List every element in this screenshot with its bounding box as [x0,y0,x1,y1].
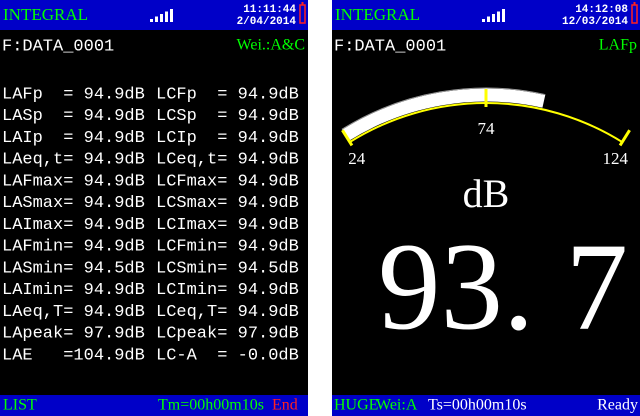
signal-bar [487,17,490,23]
gauge-tick-label: 74 [478,119,496,138]
signal-bar [482,19,485,22]
screenshot: INTEGRAL 11:11:442/04/2014 F:DATA_0001 Wei.… [0,0,640,416]
battery-cap [634,2,636,5]
time: 11:11:44 [243,4,296,16]
table-cell: LCpeak= 97.9dB [156,325,299,344]
signal-bar [492,14,495,22]
weighting: Wei.:A&C [237,37,305,54]
footer-timer: Ts=00h00m10s [428,397,527,414]
table-cell: LCImin= 94.9dB [156,281,299,300]
file-name: F:DATA_0001 [334,37,446,56]
table-cell: LASmin= 94.5dB [2,259,145,278]
mode: INTEGRAL [335,5,420,24]
table-cell: LAImin= 94.9dB [2,281,145,300]
table-cell: LCeq,t= 94.9dB [156,151,299,170]
gauge-tick-label: 24 [348,149,366,168]
table-cell: LAFp = 94.9dB [2,85,145,104]
unit: dB [463,171,510,216]
table-cell: LCSmax= 94.9dB [156,194,299,213]
signal-bar [165,12,168,23]
file-name: F:DATA_0001 [2,37,114,56]
page: {"screens": [ {"mode": "INTEGRAL", "time… [0,0,640,416]
table-cell: LCeq,T= 94.9dB [156,303,299,322]
signal-bar [502,9,505,22]
table-cell: LAeq,T= 94.9dB [2,303,145,322]
table-cell: LCFmax= 94.9dB [156,172,299,191]
date: 12/03/2014 [562,16,628,28]
table-cell: LCSmin= 94.5dB [156,259,299,278]
signal-bar [155,17,158,23]
footer-status: Ready [597,397,638,414]
signal-bar [497,12,500,23]
table-cell: LCSp = 94.9dB [156,107,299,126]
battery-cap [302,2,304,5]
reading: 93. 7 [378,219,628,357]
table-cell: LASp = 94.9dB [2,107,145,126]
weighting: LAFp [599,37,637,54]
signal-bar [150,19,153,22]
footer-view: HUGE [334,397,378,414]
date: 2/04/2014 [237,16,297,28]
table-cell: LCFp = 94.9dB [156,85,299,104]
table-cell: LCFmin= 94.9dB [156,238,299,257]
table-cell: LAImax= 94.9dB [2,216,145,235]
gauge-tick-label: 124 [602,149,628,168]
footer-view: LIST [3,397,37,414]
footer-timer: Tm=00h00m10s [158,397,264,414]
table-cell: LAeq,t= 94.9dB [2,151,145,170]
table-cell: LAE =104.9dB [2,346,145,365]
table-cell: LAIp = 94.9dB [2,129,145,148]
table-cell: LCImax= 94.9dB [156,216,299,235]
table-cell: LASmax= 94.9dB [2,194,145,213]
signal-bar [160,14,163,22]
table-cell: LC-A = -0.0dB [156,346,299,365]
table-cell: LApeak= 97.9dB [2,325,145,344]
table-cell: LAFmin= 94.9dB [2,238,145,257]
signal-bar [170,9,173,22]
mode: INTEGRAL [3,5,88,24]
table-cell: LCIp = 94.9dB [156,129,299,148]
footer-weighting: Wei:A [376,397,418,414]
table-cell: LAFmax= 94.9dB [2,172,145,191]
time: 14:12:08 [575,4,628,16]
footer-status: End [272,397,298,414]
